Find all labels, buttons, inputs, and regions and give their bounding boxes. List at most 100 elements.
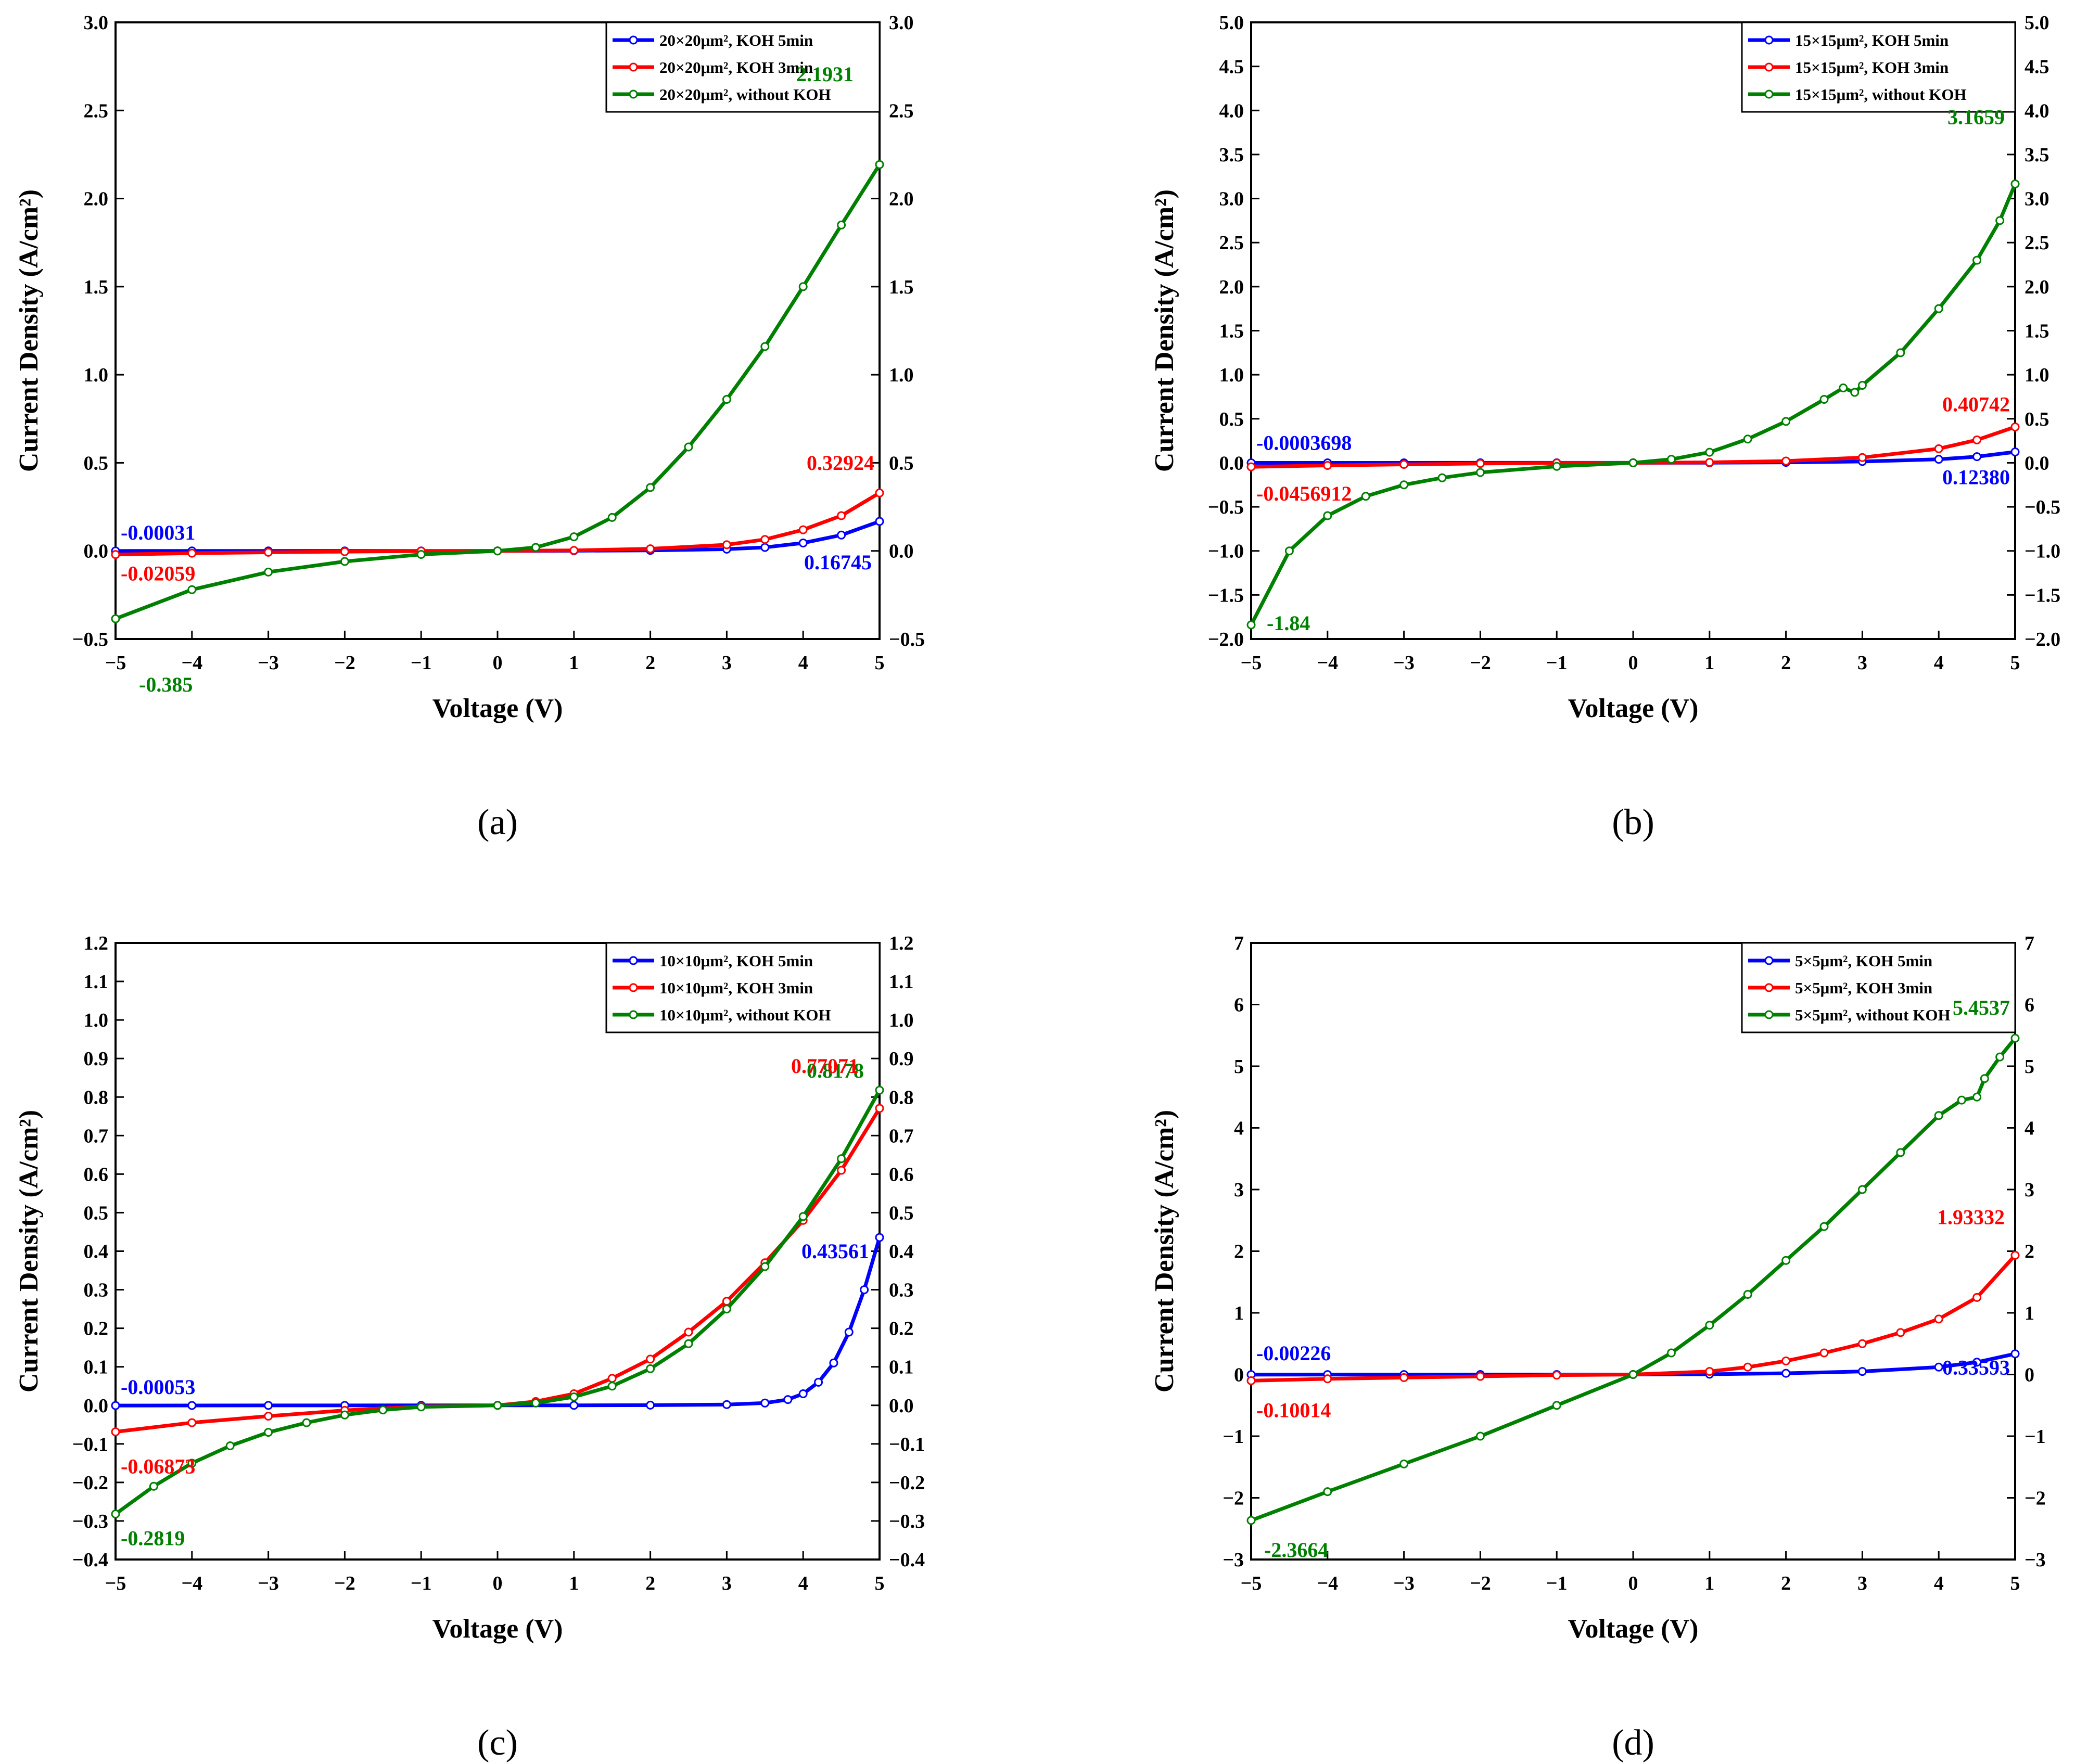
data-point <box>760 535 770 544</box>
data-point <box>837 530 846 540</box>
x-tick-label: 0 <box>1628 652 1638 674</box>
x-tick-label: −3 <box>1393 652 1415 674</box>
data-point <box>264 567 273 577</box>
data-label: -0.10014 <box>1256 1398 1331 1422</box>
data-point <box>187 585 197 594</box>
data-label: -0.00031 <box>121 521 195 544</box>
series-line <box>1249 182 2017 627</box>
data-point <box>684 1327 693 1337</box>
plot-frame <box>1250 21 2016 640</box>
y-tick-label-right: 1.5 <box>889 276 914 298</box>
legend: 15×15μm², KOH 5min 15×15μm², KOH 3min 15×1… <box>1741 21 2016 113</box>
y-tick-label-right: 0 <box>2025 1364 2034 1386</box>
data-point <box>1246 620 1256 630</box>
data-point <box>1399 1373 1409 1382</box>
data-point <box>1781 1256 1791 1265</box>
data-point <box>798 1212 808 1221</box>
panel-caption: (d) <box>1612 1723 1654 1763</box>
x-tick-label: −1 <box>411 1573 432 1594</box>
data-point <box>1934 444 1943 453</box>
y-tick-label-left: 3.0 <box>1219 188 1244 210</box>
data-point <box>1475 468 1485 477</box>
chart-panel: −5 −4 −3 −2 −1 0 1 2 3 4 5−0.4 −0.4−0.3 −0.3−0.2 −0.2… <box>14 932 925 1763</box>
data-point <box>1552 462 1561 471</box>
y-tick-label-left: 3 <box>1234 1179 1244 1201</box>
data-point <box>264 547 273 557</box>
x-tick-label: 3 <box>1857 652 1867 674</box>
chart-panel: −5 −4 −3 −2 −1 0 1 2 3 4 5−0.5 −0.50.0 0.00.5 0.51.0 1… <box>14 12 925 842</box>
data-point <box>1705 1367 1714 1376</box>
y-tick-label-left: 0.0 <box>84 541 109 563</box>
x-tick-label: −4 <box>181 652 202 674</box>
y-tick-label-right: −0.5 <box>889 629 925 650</box>
x-tick-label: 1 <box>1704 1573 1714 1594</box>
data-point <box>760 342 770 351</box>
x-tick-label: 5 <box>2010 1573 2020 1594</box>
y-tick-label-left: 0.4 <box>84 1241 109 1263</box>
x-tick-label: 1 <box>1704 652 1714 674</box>
y-axis-label: Current Density (A/cm²) <box>14 1110 44 1392</box>
data-point <box>569 1401 579 1410</box>
legend-marker <box>629 35 638 45</box>
data-point <box>2010 1349 2020 1359</box>
y-tick-label-right: 4.0 <box>2025 100 2049 122</box>
data-point <box>1628 1370 1638 1379</box>
data-point <box>844 1327 854 1337</box>
data-point <box>2010 1033 2020 1043</box>
data-point <box>1896 1328 1905 1337</box>
data-point <box>1475 1372 1485 1381</box>
data-point <box>187 1401 197 1410</box>
x-tick-label: 4 <box>1934 652 1944 674</box>
data-point <box>1972 1358 1982 1367</box>
y-tick-label-left: 1 <box>1234 1302 1244 1324</box>
y-tick-label-left: 2.0 <box>84 188 109 210</box>
data-point <box>340 547 349 556</box>
data-point <box>111 614 120 623</box>
y-tick-label-right: −0.5 <box>2025 496 2060 518</box>
x-tick-label: −5 <box>105 1573 126 1594</box>
data-point <box>1552 1371 1561 1380</box>
x-tick-label: −3 <box>1393 1573 1415 1594</box>
y-tick-label-right: 0.5 <box>889 1202 914 1224</box>
y-tick-label-right: 1.1 <box>889 971 914 993</box>
y-tick-label-right: −1 <box>2025 1426 2046 1448</box>
y-tick-label-left: 0.5 <box>1219 408 1244 430</box>
data-label: 0.8178 <box>807 1059 864 1082</box>
data-point <box>875 488 884 497</box>
data-point <box>798 525 808 534</box>
legend-marker <box>1764 90 1774 99</box>
data-point <box>1972 452 1982 462</box>
legend-marker <box>1764 62 1774 72</box>
x-axis-label: Voltage (V) <box>1568 1614 1699 1644</box>
legend-label: 10×10μm², KOH 5min <box>659 952 813 970</box>
data-label: 0.43561 <box>801 1239 869 1263</box>
data-point <box>1705 1321 1714 1330</box>
data-point <box>1323 1374 1332 1384</box>
data-point <box>1896 1148 1905 1157</box>
y-tick-label-left: −0.5 <box>72 629 108 650</box>
x-tick-label: −1 <box>1546 1573 1568 1594</box>
data-point <box>416 1402 426 1412</box>
data-point <box>1934 1362 1943 1372</box>
data-point <box>1743 1289 1752 1299</box>
data-point <box>837 220 846 229</box>
x-tick-label: 1 <box>569 1573 579 1594</box>
data-label: -1.84 <box>1267 611 1310 635</box>
legend-label: 10×10μm², without KOH <box>659 1006 831 1024</box>
y-tick-label-right: −0.4 <box>889 1549 925 1571</box>
y-tick-label-left: 1.0 <box>84 364 109 386</box>
data-point <box>760 543 770 552</box>
x-tick-label: 1 <box>569 652 579 674</box>
data-point <box>1743 434 1752 444</box>
y-tick-label-right: −2.0 <box>2025 629 2060 650</box>
y-tick-label-right: 0.5 <box>2025 408 2049 430</box>
y-tick-label-right: 0.6 <box>889 1164 914 1185</box>
y-tick-label-left: −0.2 <box>72 1472 108 1494</box>
data-point <box>569 546 579 555</box>
y-tick-label-left: 4 <box>1234 1118 1244 1140</box>
data-point <box>1819 1222 1829 1231</box>
data-point <box>1896 348 1905 357</box>
x-tick-label: −1 <box>411 652 432 674</box>
data-point <box>1781 1356 1791 1365</box>
x-tick-label: 2 <box>1781 1573 1791 1594</box>
